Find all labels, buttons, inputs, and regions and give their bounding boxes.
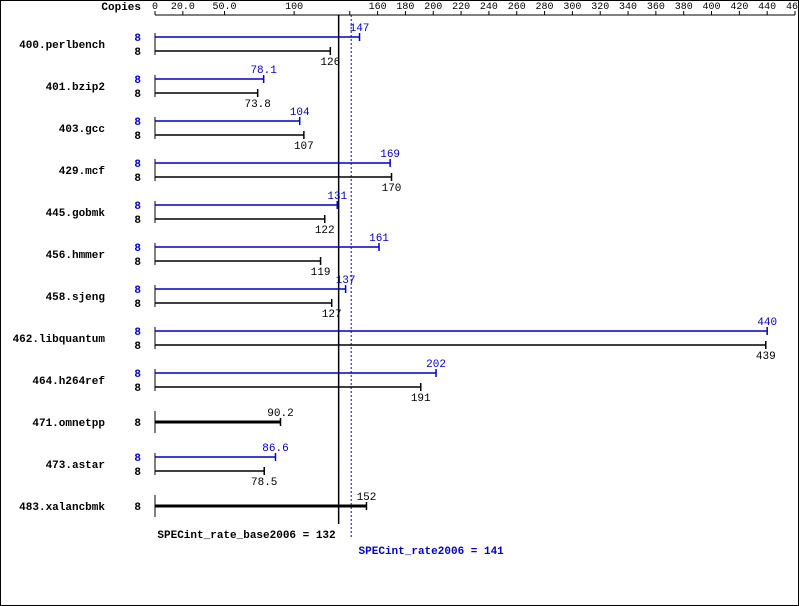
peak-copies: 8 [134, 159, 141, 171]
base-copies: 8 [134, 467, 141, 479]
benchmark-label: 483.xalancbmk [19, 502, 105, 514]
peak-copies: 8 [134, 285, 141, 297]
axis-tick-label: 240 [480, 2, 498, 13]
benchmark-label: 462.libquantum [13, 334, 106, 346]
peak-value-label: 440 [757, 317, 777, 329]
peak-value-label: 131 [327, 191, 347, 203]
base-copies: 8 [134, 215, 141, 227]
base-value-label: 191 [411, 393, 431, 405]
base-value-label: 170 [382, 183, 402, 195]
peak-value-label: 169 [380, 149, 400, 161]
spec-rate-chart: 0 20.0 50.0 100 160 180 200 220 240 260 280 300 320 3… [0, 0, 799, 606]
axis-tick-label: 220 [452, 2, 470, 13]
benchmark-label: 473.astar [46, 460, 105, 472]
axis-tick-label: 380 [675, 2, 693, 13]
base-copies: 8 [134, 502, 141, 514]
base-value-label: 122 [315, 225, 335, 237]
peak-copies: 8 [134, 75, 141, 87]
base-value-label: 126 [320, 57, 340, 69]
base-copies: 8 [134, 173, 141, 185]
base-copies: 8 [134, 418, 141, 430]
axis-tick-label: 260 [508, 2, 526, 13]
base-value-label: 107 [294, 141, 314, 153]
base-value-label: 152 [357, 492, 377, 504]
base-value-label: 78.5 [251, 477, 277, 489]
axis-tick-label: 160 [369, 2, 387, 13]
axis-tick-label: 460 [786, 2, 799, 13]
base-value-label: 90.2 [267, 408, 293, 420]
base-copies: 8 [134, 341, 141, 353]
axis-tick-label: 20.0 [171, 2, 195, 13]
base-copies: 8 [134, 383, 141, 395]
peak-copies: 8 [134, 243, 141, 255]
benchmark-label: 400.perlbench [19, 40, 105, 52]
benchmark-label: 464.h264ref [32, 376, 105, 388]
peak-value-label: 202 [426, 359, 446, 371]
peak-value-label: 104 [290, 107, 310, 119]
peak-copies: 8 [134, 33, 141, 45]
peak-copies: 8 [134, 117, 141, 129]
base-copies: 8 [134, 257, 141, 269]
axis-tick-label: 300 [563, 2, 581, 13]
axis-tick-label: 420 [730, 2, 748, 13]
peak-value-label: 86.6 [262, 443, 288, 455]
axis-tick-label: 0 [152, 2, 158, 13]
axis-tick-label: 50.0 [213, 2, 237, 13]
peak-summary-label: SPECint_rate2006 = 141 [359, 546, 505, 558]
peak-copies: 8 [134, 327, 141, 339]
base-copies: 8 [134, 299, 141, 311]
base-value-label: 73.8 [244, 99, 270, 111]
peak-copies: 8 [134, 201, 141, 213]
axis-tick-label: 180 [396, 2, 414, 13]
axis-tick-label: 400 [703, 2, 721, 13]
peak-copies: 8 [134, 369, 141, 381]
peak-value-label: 147 [350, 23, 370, 35]
peak-value-label: 137 [336, 275, 356, 287]
benchmark-label: 471.omnetpp [32, 418, 105, 430]
base-value-label: 119 [311, 267, 331, 279]
base-copies: 8 [134, 47, 141, 59]
base-summary-label: SPECint_rate_base2006 = 132 [157, 530, 335, 542]
axis-tick-label: 200 [424, 2, 442, 13]
base-copies: 8 [134, 131, 141, 143]
benchmark-label: 429.mcf [59, 166, 106, 178]
peak-value-label: 161 [369, 233, 389, 245]
copies-header: Copies [101, 2, 141, 14]
axis-tick-label: 360 [647, 2, 665, 13]
benchmark-label: 401.bzip2 [46, 82, 105, 94]
peak-copies: 8 [134, 453, 141, 465]
axis-tick-label: 340 [619, 2, 637, 13]
axis-tick-label: 280 [536, 2, 554, 13]
peak-value-label: 78.1 [250, 65, 277, 77]
axis-tick-label: 320 [591, 2, 609, 13]
benchmark-label: 458.sjeng [46, 292, 105, 304]
base-copies: 8 [134, 89, 141, 101]
base-value-label: 439 [756, 351, 776, 363]
axis-tick-label: 100 [285, 2, 303, 13]
benchmark-label: 456.hmmer [46, 250, 105, 262]
base-value-label: 127 [322, 309, 342, 321]
benchmark-label: 445.gobmk [46, 208, 106, 220]
axis-tick-label: 440 [758, 2, 776, 13]
benchmark-label: 403.gcc [59, 124, 105, 136]
